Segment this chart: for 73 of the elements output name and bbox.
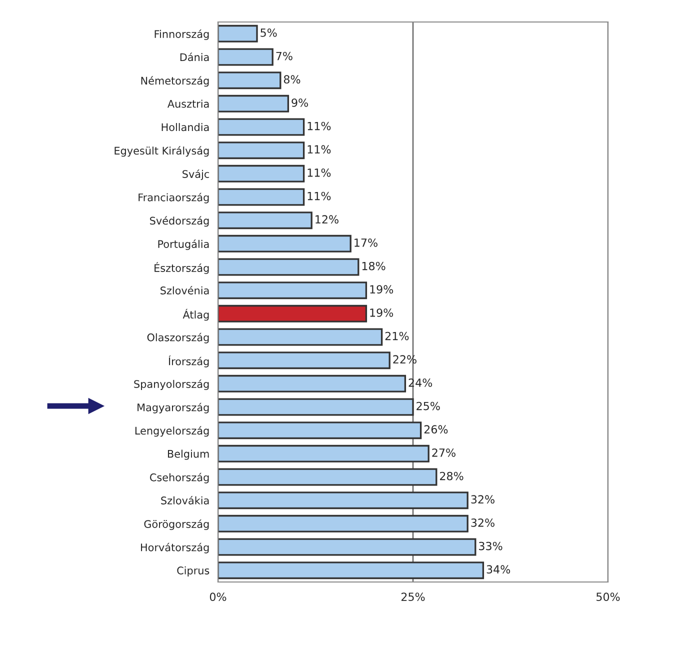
bar <box>218 94 290 112</box>
x-tick-label: 50% <box>596 592 620 602</box>
y-tick-label: Svédország <box>150 216 209 227</box>
bar <box>218 514 468 532</box>
y-tick-label: Átlag <box>182 308 209 321</box>
bar <box>218 258 360 276</box>
y-tick-label: Horvátország <box>141 542 209 554</box>
y-tick-label: Belgium <box>168 450 209 460</box>
y-tick-label: Szlovákia <box>161 496 209 504</box>
bar <box>218 374 406 392</box>
data-label: 21% <box>385 332 409 340</box>
bar <box>218 468 438 486</box>
y-tick-label: Franciaország <box>138 192 209 204</box>
data-label: 25% <box>416 402 440 410</box>
y-tick-label: Ausztria <box>167 100 209 108</box>
data-label: 11% <box>308 192 331 200</box>
data-label: 8% <box>284 75 300 84</box>
y-tick-label: Portugália <box>158 240 209 250</box>
x-tick-label: 0% <box>210 592 226 602</box>
bar <box>218 562 484 580</box>
bar <box>218 282 368 300</box>
data-label: 26% <box>424 425 448 434</box>
y-tick-label: Lengyelország <box>135 426 209 437</box>
bar <box>218 422 422 440</box>
data-label: 7% <box>276 52 292 60</box>
bar <box>218 538 476 556</box>
data-label: 11% <box>308 122 331 130</box>
bar <box>218 444 430 462</box>
data-label: 18% <box>362 262 386 270</box>
y-tick-label: Dánia <box>180 52 209 62</box>
bar <box>218 188 305 206</box>
bar <box>218 24 258 42</box>
bar <box>218 398 414 416</box>
y-tick-label: Németország <box>141 76 209 87</box>
data-label: 32% <box>471 495 494 504</box>
bar <box>218 492 468 510</box>
bar <box>218 328 383 346</box>
y-tick-label: Írország <box>168 356 209 368</box>
bar <box>218 304 368 322</box>
y-tick-label: Magyarország <box>138 402 209 414</box>
data-label: 32% <box>471 518 494 527</box>
y-tick-label: Hollandia <box>162 123 209 132</box>
data-label: 19% <box>370 285 394 294</box>
bar <box>218 48 274 66</box>
data-label: 12% <box>316 215 338 224</box>
bar <box>218 142 305 160</box>
y-tick-label: Svájc <box>182 170 210 180</box>
y-tick-label: Csehország <box>150 472 209 484</box>
bar <box>218 72 282 90</box>
y-tick-label: Spanyolország <box>134 380 209 390</box>
y-tick-label: Szlovénia <box>160 286 209 294</box>
data-label: 11% <box>308 168 331 177</box>
y-tick-label: Görögország <box>144 520 209 530</box>
data-label: 11% <box>308 145 331 154</box>
data-label: 19% <box>370 308 394 317</box>
data-label: 33% <box>479 542 502 550</box>
data-label: 9% <box>292 98 308 107</box>
y-tick-label: Olaszország <box>147 332 209 344</box>
bar <box>218 164 305 182</box>
y-tick-label: Egyesült Királyság <box>114 146 209 157</box>
y-tick-label: Ciprus <box>177 566 210 576</box>
x-tick-label: 25% <box>401 592 425 602</box>
y-tick-label: Finnország <box>154 30 209 40</box>
bar <box>218 118 305 136</box>
bar <box>218 352 390 370</box>
bar <box>218 212 312 230</box>
data-label: 17% <box>354 238 378 247</box>
data-label: 5% <box>260 28 277 37</box>
data-label: 27% <box>432 448 456 457</box>
y-tick-label: Észtország <box>154 262 209 274</box>
bar <box>218 234 352 252</box>
data-label: 34% <box>486 565 510 574</box>
data-label: 28% <box>440 472 464 480</box>
